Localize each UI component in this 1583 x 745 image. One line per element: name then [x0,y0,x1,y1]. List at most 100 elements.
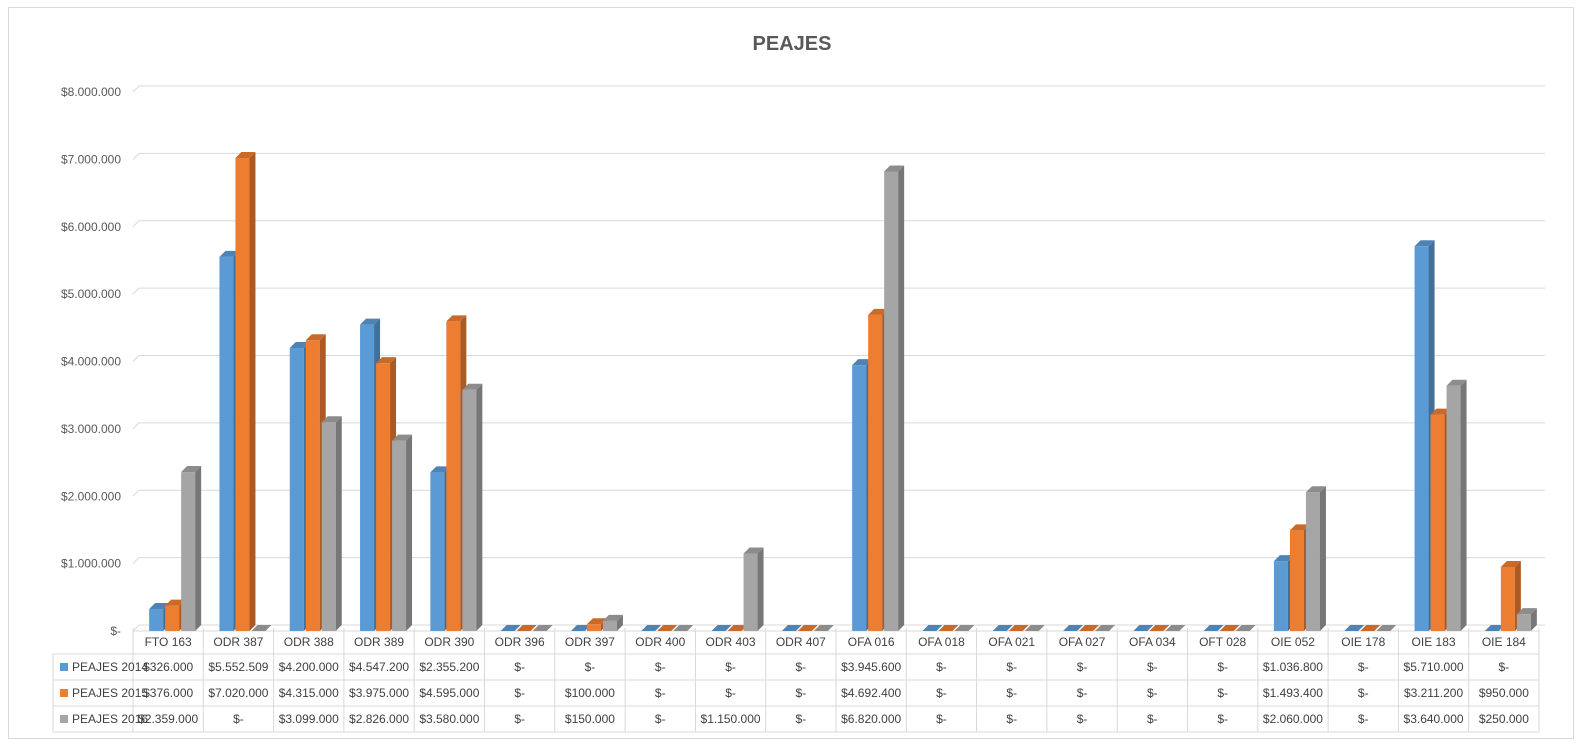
data-table-cell: $1.493.400 [1263,686,1323,700]
data-table-cell: $2.359.000 [138,712,198,726]
data-table-cell: $4.692.400 [841,686,901,700]
data-table-cell: $100.000 [565,686,615,700]
bar-top [532,625,553,631]
data-table-cell: $5.552.509 [208,660,268,674]
data-table-cell: $6.820.000 [841,712,901,726]
bar-top [219,250,240,257]
bar [570,625,591,631]
bar-top [1095,625,1116,631]
gridline-depth [132,422,140,430]
bar-front [743,553,758,631]
bar [1063,625,1084,631]
data-table-cell: $- [936,712,947,726]
data-table-cell: $- [1358,660,1369,674]
bar-top [938,625,959,631]
bar-top [813,625,834,631]
bar-top [1079,625,1100,631]
bar [392,434,413,631]
bar-front [884,171,899,631]
category-label: OIE 184 [1482,635,1526,649]
data-table-cell: $- [655,660,666,674]
bar-top [743,547,764,554]
category-label: OIE 178 [1341,635,1385,649]
gridline-depth [132,624,140,632]
legend-key [60,663,68,671]
data-table-cell: $- [725,660,736,674]
bar-top [181,466,202,473]
bar [462,383,483,631]
bar-top [446,315,467,322]
data-table: FTO 163 ODR 387 ODR 388 ODR 389 ODR 390 ODR 3… [52,628,1540,733]
data-table-cell: $4.547.200 [349,660,409,674]
bar-top [1024,625,1045,631]
bar-top [727,625,748,631]
category-label: OFA 034 [1129,635,1176,649]
data-table-cell: $4.595.000 [419,686,479,700]
bar-side [1319,486,1326,631]
data-table-cell: $- [514,660,525,674]
y-tick-label: $2.000.000 [61,489,121,503]
category-label: ODR 400 [635,635,685,649]
data-table-cell: $- [1006,712,1017,726]
data-table-cell: $- [796,660,807,674]
bar [1079,625,1100,631]
category-label: FTO 163 [145,635,192,649]
data-table-cell: $4.315.000 [279,686,339,700]
bar [992,625,1013,631]
data-table-cell: $3.099.000 [279,712,339,726]
legend-key [60,715,68,723]
gridline-depth [132,153,140,160]
bar-top [1008,625,1029,631]
bar [673,625,694,631]
data-table-cell: $7.020.000 [208,686,268,700]
data-table-cell: $- [1358,686,1369,700]
bar-front [586,624,601,631]
data-table-cell: $2.355.200 [419,660,479,674]
bar-top [1165,625,1186,631]
bar-top [781,625,802,631]
bar-top [462,383,483,390]
data-table-cell: $- [1147,712,1158,726]
bar [1235,625,1256,631]
data-table-cell: $- [1358,712,1369,726]
bar-top [586,618,607,625]
data-table-cell: $- [796,686,807,700]
bar [797,625,818,631]
bar-front [1446,385,1461,631]
data-table-cell: $150.000 [565,712,615,726]
data-table-cell: $2.060.000 [1263,712,1323,726]
data-table-cell: $- [936,660,947,674]
data-table-cell: $- [1006,660,1017,674]
category-label: OFA 027 [1059,635,1106,649]
category-label: OFA 021 [988,635,1035,649]
legend-label: PEAJES 2016 [72,712,148,726]
bar [500,625,521,631]
bar-top [657,625,678,631]
bar-front [376,363,391,631]
bar-front [1289,530,1304,631]
gridline-depth [132,355,140,362]
data-table-cell: $- [655,686,666,700]
data-table-cell: $- [1147,660,1158,674]
bar-top [305,334,326,341]
bar [602,614,623,631]
category-label: ODR 407 [776,635,826,649]
y-tick-label: $6.000.000 [61,220,121,234]
bar-top [922,625,943,631]
bar-side [757,547,764,631]
bar-top [1305,486,1326,493]
bar-side [406,434,413,631]
bar-top [235,152,256,159]
bar-top [1360,625,1381,631]
bar-top [251,625,272,631]
bar-side [616,614,623,631]
bar [922,625,943,631]
bar-front [602,620,617,631]
bar [1165,625,1186,631]
bar [743,547,764,631]
bar [1360,625,1381,631]
bar-top [954,625,975,631]
data-table-cell: $3.640.000 [1404,712,1464,726]
y-axis-tick-labels: $- $1.000.000 $2.000.000 $3.000.000 $4.000.0… [61,85,121,638]
category-label: ODR 397 [565,635,615,649]
